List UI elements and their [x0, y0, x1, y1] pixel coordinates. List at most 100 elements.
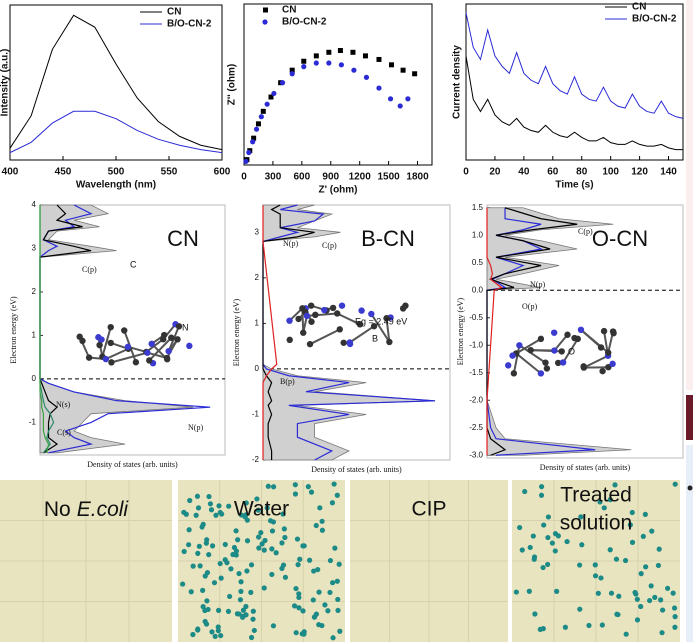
colony: [243, 612, 249, 618]
bond: [512, 345, 521, 374]
atom: [558, 348, 565, 355]
point: [289, 67, 295, 73]
atom: [505, 362, 512, 369]
colony: [586, 622, 592, 629]
colony: [313, 522, 319, 529]
colony: [269, 571, 275, 578]
colony: [297, 556, 303, 562]
colony: [193, 512, 199, 518]
colony: [235, 537, 241, 543]
bond: [306, 312, 338, 317]
panel-title: O-CN: [592, 226, 648, 251]
atom: [402, 302, 409, 309]
colony: [186, 542, 192, 548]
atom: [295, 315, 302, 323]
curve-label: N(p): [530, 280, 545, 289]
colony: [248, 589, 254, 596]
bond: [518, 344, 547, 364]
colony: [282, 574, 289, 580]
y-axis-label: Electron energy (eV): [456, 297, 465, 365]
y-tick-label: 2: [255, 273, 260, 282]
y-tick-label: 1.0: [472, 230, 484, 239]
atom: [85, 354, 93, 361]
colony: [638, 603, 644, 610]
colony: [315, 566, 321, 573]
x-axis-label: Wavelength (nm): [76, 180, 156, 191]
colony: [622, 557, 629, 564]
colony: [538, 492, 545, 498]
x-tick-label: 400: [2, 167, 19, 178]
colony: [213, 512, 219, 518]
atom: [329, 304, 337, 312]
bond: [370, 313, 391, 343]
plot-frame: [465, 3, 684, 161]
colony: [206, 552, 212, 558]
colony: [640, 533, 646, 539]
colony: [643, 564, 649, 570]
colony: [267, 518, 274, 524]
atom: [124, 343, 132, 351]
colony: [186, 527, 192, 533]
y-tick-label: 3: [255, 227, 260, 236]
colony: [627, 522, 633, 528]
molecule: [505, 326, 617, 377]
colony: [331, 481, 337, 487]
y-axis-label: Electron energy (eV): [232, 298, 241, 366]
colony: [549, 540, 555, 546]
colony: [294, 536, 301, 542]
colony: [250, 608, 256, 614]
atom: [132, 359, 140, 366]
colony: [203, 621, 210, 627]
colony: [269, 528, 276, 534]
colony: [264, 505, 270, 511]
point: [313, 60, 319, 66]
colony: [307, 557, 313, 563]
colony: [541, 522, 547, 528]
atom: [571, 334, 578, 342]
colony: [648, 583, 654, 589]
atom: [543, 365, 551, 372]
point: [362, 53, 368, 59]
y-tick-label: 0: [255, 364, 260, 373]
colony: [200, 587, 206, 593]
colony: [205, 606, 211, 613]
colony: [218, 632, 224, 639]
colony: [578, 514, 584, 520]
point: [264, 101, 270, 107]
x-tick-label: 600: [214, 167, 231, 178]
atom: [336, 326, 343, 333]
atom: [306, 340, 314, 348]
legend-swatch: [262, 19, 268, 25]
bond: [111, 351, 148, 364]
y-tick-label: -2.0: [469, 395, 483, 404]
colony: [310, 597, 316, 603]
atom: [102, 355, 110, 363]
colony: [522, 488, 528, 495]
colony: [243, 603, 249, 610]
colony: [634, 596, 640, 602]
atom: [356, 321, 364, 328]
atom: [537, 335, 545, 343]
curve-label: O(p): [522, 302, 537, 311]
legend-label: CN: [632, 2, 646, 13]
colony: [526, 588, 532, 594]
point: [326, 60, 332, 66]
colony: [330, 635, 336, 641]
atom: [312, 311, 319, 319]
colony: [238, 579, 244, 585]
colony: [262, 537, 268, 544]
colony: [629, 539, 636, 545]
atom: [96, 341, 103, 349]
colony: [612, 482, 618, 488]
colony: [291, 603, 298, 609]
bond: [515, 352, 542, 375]
colony: [545, 561, 551, 568]
atom: [168, 334, 175, 341]
colony: [592, 573, 599, 579]
y-tick-label: 0.5: [472, 258, 484, 267]
point: [397, 103, 403, 109]
colony: [656, 546, 662, 552]
colony: [614, 611, 620, 617]
atom: [321, 306, 328, 314]
point: [301, 64, 307, 70]
